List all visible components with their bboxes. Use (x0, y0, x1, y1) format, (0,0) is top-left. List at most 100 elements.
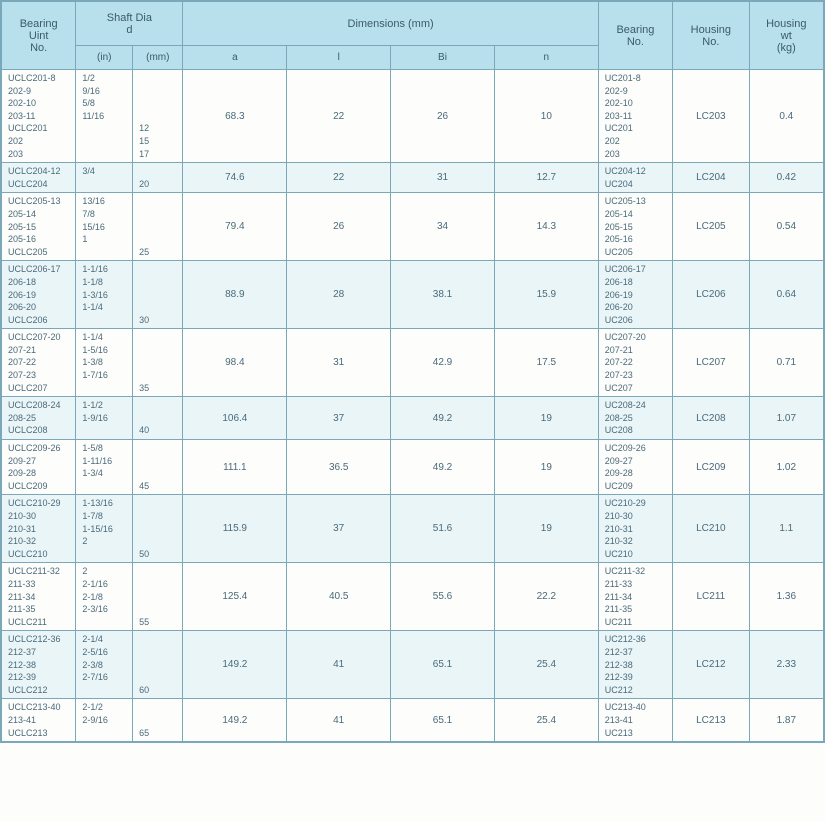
cell-shaft-in-value (82, 382, 126, 395)
cell-bearing-no-value: UC208 (605, 424, 666, 437)
cell-dim-a: 74.6 (183, 163, 287, 193)
cell-shaft-mm: 35 (133, 329, 183, 397)
cell-shaft-mm-value: 50 (139, 548, 176, 561)
cell-bearing-unit-value: 205-16 (8, 233, 69, 246)
cell-bearing-no-value: 202 (605, 135, 666, 148)
cell-dim-bi: 42.9 (391, 329, 495, 397)
cell-shaft-mm-value (139, 603, 176, 616)
cell-shaft-in-value: 11/16 (82, 110, 126, 123)
cell-bearing-no-value: 211-34 (605, 591, 666, 604)
cell-shaft-in-value (82, 135, 126, 148)
cell-bearing-no: UC210-29210-30210-31210-32UC210 (598, 495, 672, 563)
cell-shaft-mm-value (139, 412, 176, 425)
cell-shaft-mm-value: 55 (139, 616, 176, 629)
cell-dim-n: 19 (494, 397, 598, 440)
col-l: l (287, 46, 391, 70)
cell-housing-wt: 0.42 (749, 163, 823, 193)
cell-bearing-no-value: UC211 (605, 616, 666, 629)
cell-shaft-in-value (82, 122, 126, 135)
cell-bearing-no-value: UC212-36 (605, 633, 666, 646)
cell-shaft-mm-value (139, 221, 176, 234)
cell-shaft-in-value (82, 616, 126, 629)
cell-shaft-mm-value (139, 301, 176, 314)
cell-shaft-in: 1-13/161-7/81-15/162 (76, 495, 133, 563)
cell-shaft-in-value (82, 314, 126, 327)
cell-shaft-mm: 55 (133, 563, 183, 631)
cell-shaft-mm-value (139, 646, 176, 659)
cell-housing-no: LC205 (673, 193, 750, 261)
cell-shaft-mm-value (139, 510, 176, 523)
cell-shaft-mm-value: 17 (139, 148, 176, 161)
cell-bearing-no-value: 212-38 (605, 659, 666, 672)
bearing-table: BearingUintNo. Shaft Diad Dimensions (mm… (1, 1, 824, 742)
cell-bearing-no-value: UC201-8 (605, 72, 666, 85)
cell-dim-bi: 65.1 (391, 699, 495, 742)
cell-dim-bi: 49.2 (391, 397, 495, 440)
cell-shaft-in-value: 9/16 (82, 85, 126, 98)
cell-bearing-unit-value: 205-15 (8, 221, 69, 234)
cell-bearing-no-value: 206-19 (605, 289, 666, 302)
cell-shaft-in-value: 1-1/2 (82, 399, 126, 412)
cell-shaft-in-value: 2-1/4 (82, 633, 126, 646)
cell-bearing-no-value: UC211-32 (605, 565, 666, 578)
cell-bearing-unit-value: 210-31 (8, 523, 69, 536)
table-row: UCLC208-24208-25UCLC2081-1/21-9/16 40106… (2, 397, 824, 440)
cell-housing-no: LC212 (673, 631, 750, 699)
cell-bearing-unit-value: 211-35 (8, 603, 69, 616)
cell-bearing-no-value: UC213 (605, 727, 666, 740)
cell-housing-wt: 1.36 (749, 563, 823, 631)
cell-shaft-mm-value (139, 497, 176, 510)
cell-bearing-unit: UCLC209-26209-27209-28UCLC209 (2, 440, 76, 495)
cell-bearing-no-value: UC206-17 (605, 263, 666, 276)
cell-shaft-in-value: 2-3/16 (82, 603, 126, 616)
cell-bearing-unit-value: 210-30 (8, 510, 69, 523)
cell-bearing-unit: UCLC205-13205-14205-15205-16UCLC205 (2, 193, 76, 261)
cell-bearing-unit-value: 206-19 (8, 289, 69, 302)
cell-bearing-no-value: UC207-20 (605, 331, 666, 344)
cell-bearing-no: UC201-8202-9202-10203-11UC201202203 (598, 70, 672, 163)
cell-shaft-mm: 40 (133, 397, 183, 440)
cell-bearing-unit-value: UCLC213 (8, 727, 69, 740)
cell-bearing-unit-value: 206-18 (8, 276, 69, 289)
cell-bearing-no-value: 209-27 (605, 455, 666, 468)
cell-bearing-no-value: 206-18 (605, 276, 666, 289)
cell-bearing-no-value: 207-23 (605, 369, 666, 382)
cell-shaft-in-value: 2-9/16 (82, 714, 126, 727)
table-header: BearingUintNo. Shaft Diad Dimensions (mm… (2, 2, 824, 70)
cell-shaft-in: 13/167/815/161 (76, 193, 133, 261)
cell-bearing-no: UC213-40213-41UC213 (598, 699, 672, 742)
cell-bearing-no-value: 208-25 (605, 412, 666, 425)
cell-bearing-no: UC212-36212-37212-38212-39UC212 (598, 631, 672, 699)
cell-shaft-in-value: 2-1/2 (82, 701, 126, 714)
cell-bearing-no-value: 207-21 (605, 344, 666, 357)
table-row: UCLC213-40213-41UCLC2132-1/22-9/16 65149… (2, 699, 824, 742)
cell-dim-n: 25.4 (494, 699, 598, 742)
cell-dim-l: 28 (287, 261, 391, 329)
cell-dim-l: 31 (287, 329, 391, 397)
cell-bearing-no-value: UC206 (605, 314, 666, 327)
cell-dim-n: 22.2 (494, 563, 598, 631)
cell-shaft-mm: 65 (133, 699, 183, 742)
table-body: UCLC201-8202-9202-10203-11UCLC2012022031… (2, 70, 824, 742)
cell-housing-no: LC211 (673, 563, 750, 631)
cell-housing-wt: 1.87 (749, 699, 823, 742)
cell-bearing-no-value: 205-16 (605, 233, 666, 246)
cell-shaft-mm-value: 25 (139, 246, 176, 259)
cell-dim-a: 68.3 (183, 70, 287, 163)
cell-shaft-in-value (82, 246, 126, 259)
cell-bearing-unit-value: 212-38 (8, 659, 69, 672)
cell-shaft-mm: 30 (133, 261, 183, 329)
col-bearing-unit: BearingUintNo. (2, 2, 76, 70)
cell-shaft-mm-value (139, 455, 176, 468)
cell-dim-bi: 38.1 (391, 261, 495, 329)
cell-dim-n: 17.5 (494, 329, 598, 397)
cell-housing-no: LC203 (673, 70, 750, 163)
col-dimensions: Dimensions (mm) (183, 2, 598, 46)
cell-bearing-unit-value: UCLC208 (8, 424, 69, 437)
cell-bearing-unit-value: UCLC201-8 (8, 72, 69, 85)
cell-housing-no: LC208 (673, 397, 750, 440)
cell-dim-l: 37 (287, 495, 391, 563)
cell-housing-wt: 0.4 (749, 70, 823, 163)
cell-bearing-no-value: 205-14 (605, 208, 666, 221)
cell-bearing-unit-value: 208-25 (8, 412, 69, 425)
